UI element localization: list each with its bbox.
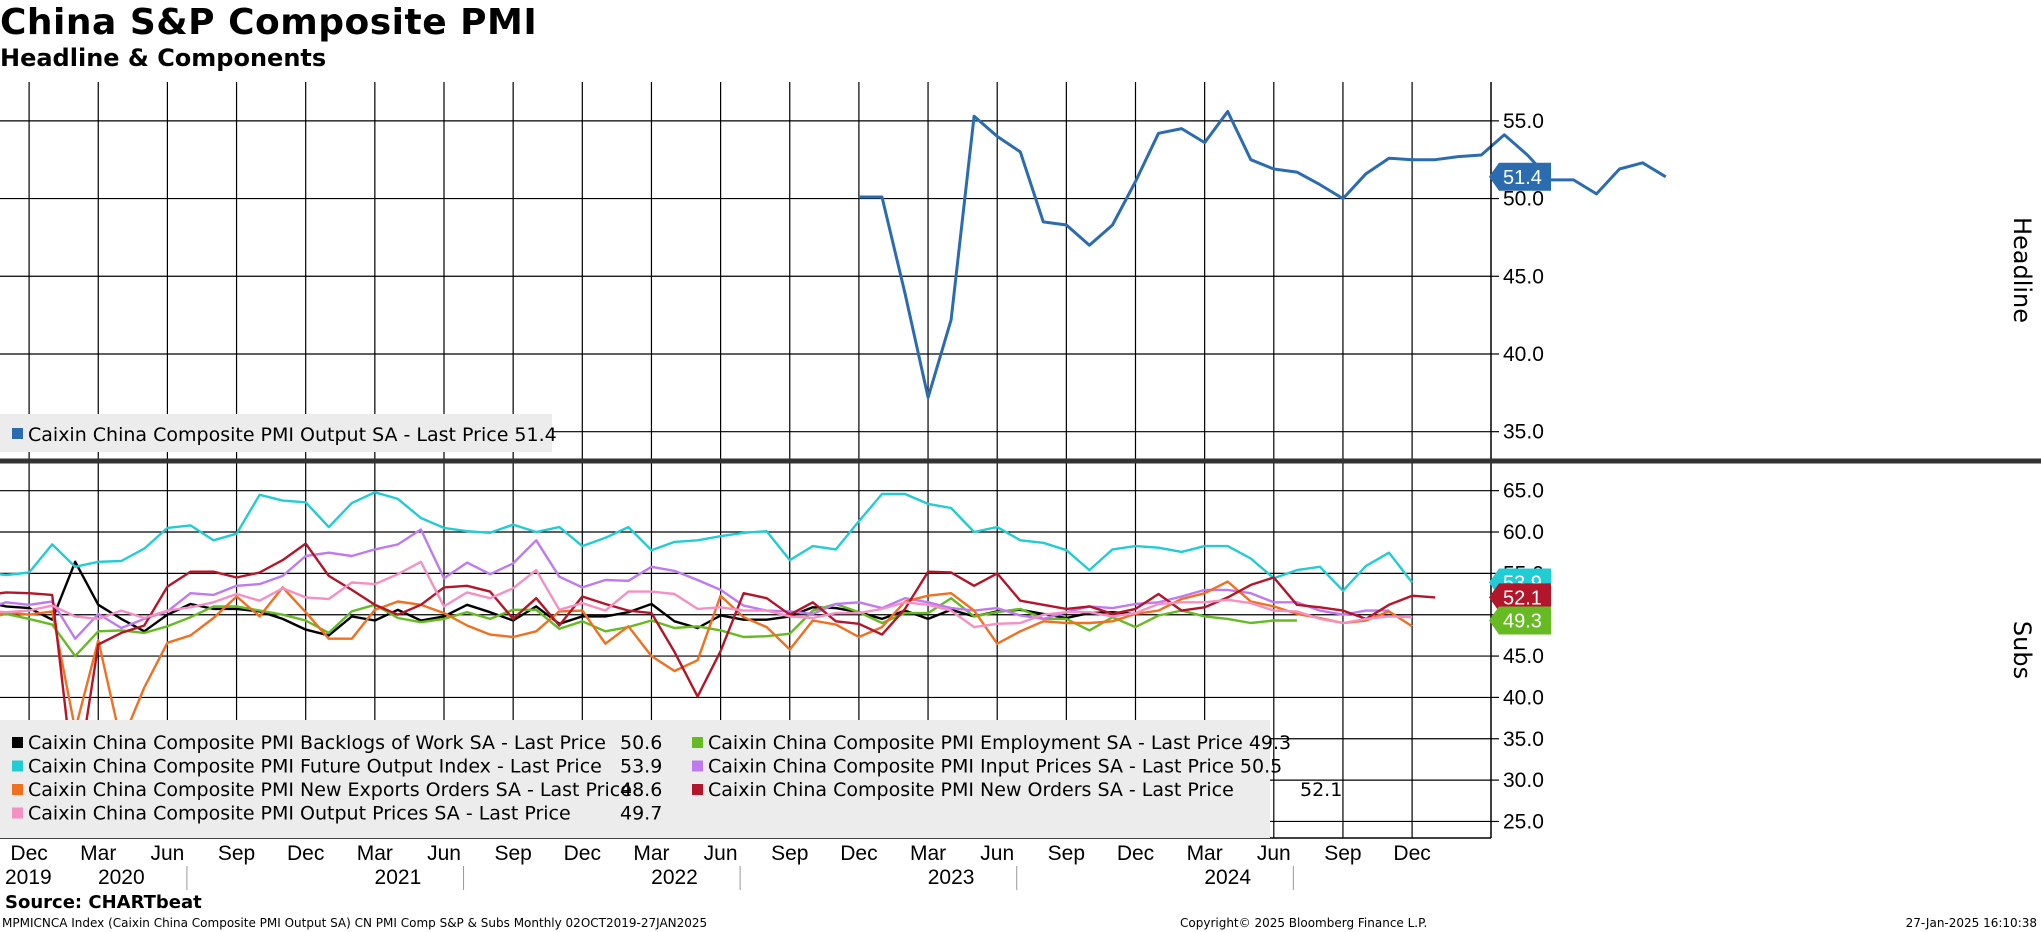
- y-tick-label: 40.0: [1503, 686, 1544, 709]
- x-month-label: Dec: [840, 842, 877, 865]
- new-orders-last-value-tag: 52.1: [1503, 587, 1542, 609]
- x-month-label: Mar: [80, 842, 116, 865]
- legend-value: 48.6: [620, 779, 662, 801]
- x-month-label: Sep: [494, 842, 531, 865]
- series-group: [0, 580, 1413, 745]
- footer-copyright: Copyright© 2025 Bloomberg Finance L.P.: [1180, 916, 1428, 930]
- x-month-label: Sep: [771, 842, 808, 865]
- x-month-label: Jun: [150, 842, 184, 865]
- series-group: [0, 597, 1297, 658]
- legend-swatch: [692, 737, 703, 748]
- x-year-label: 2020: [98, 866, 145, 889]
- top-legend-box: [0, 414, 552, 452]
- footer-ticker-info: MPMICNCA Index (Caixin China Composite P…: [2, 916, 708, 930]
- axis-layer: Headline Subs 55.0 50.0 45.0 40.0 35.0 65.0 60…: [0, 82, 2041, 890]
- legend-swatch: [12, 428, 23, 439]
- headline-last-value-tag-bg: [1489, 162, 1551, 191]
- x-month-label: Sep: [1324, 842, 1361, 865]
- x-month-label: Jun: [1257, 842, 1291, 865]
- x-month-label: Mar: [1187, 842, 1223, 865]
- legend-swatch: [12, 760, 23, 772]
- legend-value: 49.7: [620, 803, 662, 825]
- source-note: Source: CHARTbeat: [5, 892, 202, 913]
- employment-last-value-tag-bg: [1489, 606, 1551, 635]
- y-tick-label: 40.0: [1503, 343, 1544, 366]
- legend-value: 52.1: [1300, 779, 1342, 801]
- legend-value: 50.6: [620, 732, 662, 754]
- y-tick-label: 45.0: [1503, 265, 1544, 288]
- new-orders-last-value-tag-bg: [1489, 583, 1551, 612]
- x-month-label: Sep: [218, 842, 255, 865]
- top-axis-title: Headline: [2008, 217, 2036, 323]
- bottom-axis-title: Subs: [2008, 621, 2036, 679]
- x-month-label: Dec: [287, 842, 324, 865]
- series-line: [0, 542, 1436, 795]
- legend-label: Caixin China Composite PMI New Exports O…: [28, 779, 632, 801]
- series-group: [858, 110, 1667, 399]
- bottom-legend-box: [0, 720, 1270, 838]
- series-line: [0, 491, 1414, 592]
- series-group: [0, 560, 1413, 629]
- legend-swatch: [692, 784, 703, 795]
- x-month-label: Mar: [357, 842, 393, 865]
- footer-timestamp: 27-Jan-2025 16:10:38: [1905, 916, 2037, 930]
- x-year-label: 2022: [651, 866, 698, 889]
- legend-label: Caixin China Composite PMI Future Output…: [28, 756, 602, 778]
- y-tick-label: 60.0: [1503, 521, 1544, 544]
- y-tick-label: 25.0: [1503, 810, 1544, 833]
- x-month-label: Mar: [633, 842, 669, 865]
- series-group: [0, 528, 1390, 640]
- legend-value: 53.9: [620, 756, 662, 778]
- series-group: [0, 491, 1414, 592]
- x-month-label: Jun: [427, 842, 461, 865]
- legend-label: Caixin China Composite PMI Output Prices…: [28, 803, 571, 825]
- x-month-label: Sep: [1048, 842, 1085, 865]
- legend-label: Caixin China Composite PMI Employment SA…: [708, 732, 1291, 754]
- chart-title: China S&P Composite PMI: [0, 2, 538, 43]
- y-tick-label: 35.0: [1503, 728, 1544, 751]
- series-layer: [0, 110, 1667, 795]
- employment-last-value-tag: 49.3: [1503, 611, 1542, 633]
- series-group: [0, 542, 1436, 795]
- series-line: [0, 580, 1413, 745]
- legend-layer: Caixin China Composite PMI Output SA - L…: [0, 414, 1342, 838]
- y-tick-label: 30.0: [1503, 769, 1544, 792]
- legend-label: Caixin China Composite PMI Backlogs of W…: [28, 732, 606, 754]
- x-month-label: Jun: [704, 842, 738, 865]
- chart-subtitle: Headline & Components: [0, 44, 327, 72]
- x-year-label: 2024: [1204, 866, 1251, 889]
- series-line: [0, 597, 1297, 658]
- tag-layer: 51.453.952.149.3: [1489, 162, 1551, 635]
- legend-swatch: [692, 760, 703, 772]
- y-tick-label: 35.0: [1503, 421, 1544, 444]
- x-year-label: 2023: [928, 866, 975, 889]
- legend-swatch: [12, 737, 23, 748]
- x-year-label: 2019: [5, 866, 52, 889]
- legend-label: Caixin China Composite PMI Input Prices …: [708, 756, 1282, 778]
- legend-label: Caixin China Composite PMI New Orders SA…: [708, 779, 1234, 801]
- x-year-label: 2021: [375, 866, 422, 889]
- legend-swatch: [12, 784, 23, 795]
- y-tick-label: 45.0: [1503, 645, 1544, 668]
- x-month-label: Jun: [980, 842, 1014, 865]
- x-month-label: Mar: [910, 842, 946, 865]
- x-month-label: Dec: [10, 842, 47, 865]
- series-line: [858, 110, 1667, 399]
- series-line: [0, 528, 1389, 640]
- x-month-label: Dec: [564, 842, 601, 865]
- y-tick-label: 55.0: [1503, 110, 1544, 133]
- x-month-label: Dec: [1393, 842, 1430, 865]
- legend-swatch: [12, 807, 23, 819]
- x-month-label: Dec: [1117, 842, 1154, 865]
- headline-last-value-tag: 51.4: [1503, 167, 1542, 189]
- y-tick-label: 50.0: [1503, 188, 1544, 211]
- y-tick-label: 65.0: [1503, 480, 1544, 503]
- legend-label: Caixin China Composite PMI Output SA - L…: [28, 424, 557, 446]
